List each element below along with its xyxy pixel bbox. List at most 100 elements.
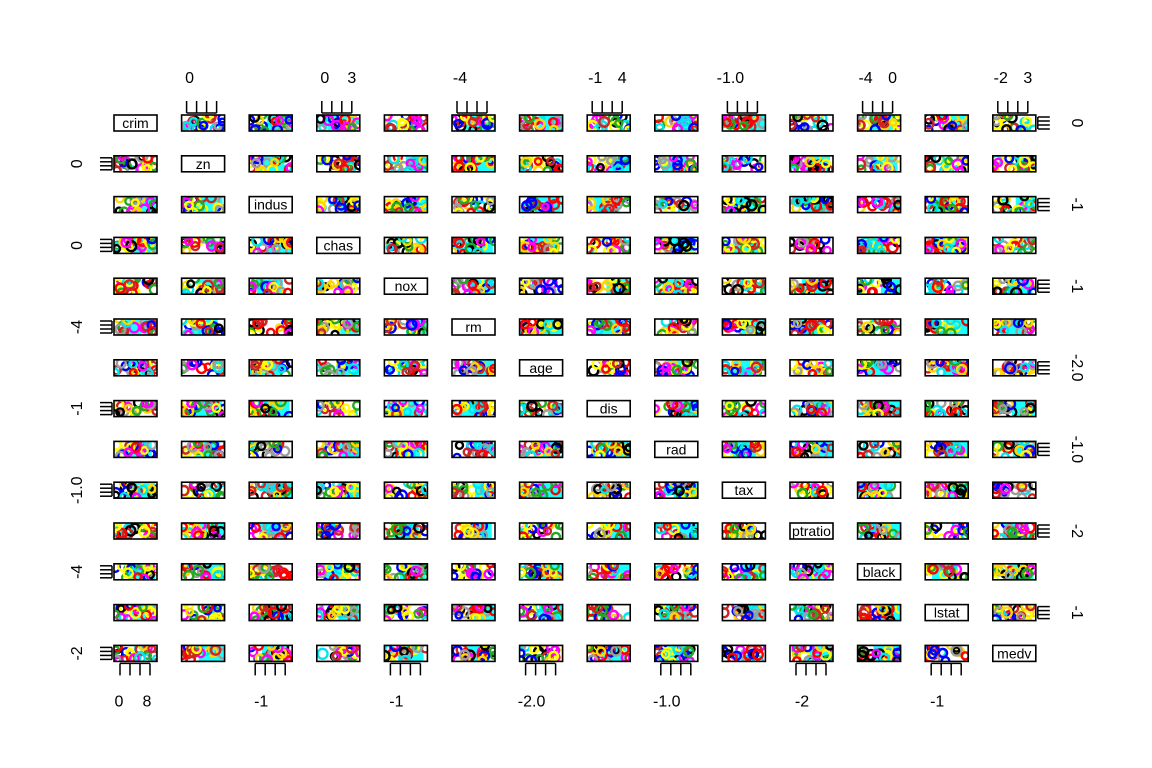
data-point — [608, 609, 620, 621]
scatter-panel — [856, 318, 902, 336]
panel-points — [925, 155, 969, 172]
data-point — [488, 646, 495, 656]
data-point — [453, 118, 464, 129]
data-point — [925, 525, 932, 535]
panel-points — [857, 645, 901, 662]
panel-frame — [653, 318, 699, 336]
scatter-panel — [653, 195, 699, 214]
panel-frame — [518, 522, 564, 540]
panel-frame — [113, 481, 158, 500]
panel-frame — [653, 195, 699, 214]
data-point — [398, 563, 411, 572]
scatter-panel — [789, 195, 834, 214]
panel-frame — [789, 603, 834, 622]
scatter-panel — [315, 481, 361, 500]
panel-frame — [383, 277, 429, 296]
panel-frame — [383, 155, 429, 173]
data-point — [519, 319, 530, 330]
data-point — [722, 117, 732, 128]
data-point — [251, 400, 264, 408]
data-point — [925, 487, 933, 499]
panel-frame — [924, 562, 970, 581]
panel-points — [654, 563, 698, 580]
data-point — [925, 196, 937, 204]
data-point — [997, 115, 1009, 122]
data-point — [933, 155, 946, 166]
panel-points — [519, 563, 563, 580]
data-point — [995, 564, 1008, 577]
data-point — [137, 242, 147, 252]
scatter-panel — [315, 277, 361, 296]
data-point — [790, 319, 800, 328]
scatter-panel — [586, 155, 632, 173]
scatter-panel — [315, 358, 361, 377]
tick-label: 0 — [320, 70, 329, 87]
data-point — [321, 155, 334, 166]
scatter-panel — [721, 277, 767, 296]
data-point — [722, 164, 731, 172]
data-point — [606, 245, 617, 254]
data-point — [410, 441, 423, 450]
data-point — [802, 611, 813, 621]
data-point — [998, 403, 1008, 414]
data-point — [489, 650, 495, 660]
data-point — [251, 237, 263, 247]
diagonal-panel: nox — [383, 277, 429, 296]
data-point — [114, 323, 127, 335]
panel-points — [249, 155, 293, 172]
data-point — [212, 327, 224, 335]
data-point — [1021, 116, 1033, 127]
panel-points — [452, 359, 495, 376]
scatter-panel — [518, 236, 564, 255]
data-point — [525, 196, 538, 209]
data-point — [412, 645, 423, 654]
data-point — [142, 155, 154, 164]
data-point — [188, 237, 201, 248]
panel-frame — [180, 236, 226, 255]
data-point — [144, 400, 154, 409]
data-point — [548, 124, 559, 131]
data-point — [201, 604, 214, 613]
data-point — [857, 119, 866, 131]
panel-frame — [518, 481, 564, 500]
data-point — [276, 604, 288, 612]
outer-axes: 0 0 3 -4 -1 4 -1.0 -4 0 -2 30 8 -1 -1 -2.0 -1.0 -2 -100-4… — [69, 70, 1085, 710]
data-point — [533, 118, 546, 130]
data-point — [134, 651, 147, 662]
data-point — [185, 607, 195, 617]
data-point — [139, 445, 149, 455]
data-point — [393, 572, 406, 580]
panel-frame — [721, 195, 767, 214]
data-point — [603, 203, 615, 213]
scatter-panel — [248, 236, 293, 255]
panel-frame — [721, 440, 767, 459]
data-point — [548, 650, 560, 662]
data-point — [1017, 563, 1027, 570]
data-point — [333, 529, 344, 539]
scatter-panel — [518, 562, 564, 581]
panel-frame — [315, 440, 361, 459]
tick-label: -1 — [254, 693, 268, 710]
data-point — [138, 604, 148, 613]
panel-points — [790, 645, 833, 662]
panel-frame — [789, 644, 834, 663]
scatter-panel — [383, 603, 429, 622]
tick-label: 0 — [185, 70, 194, 87]
data-point — [182, 570, 195, 580]
data-point — [951, 158, 964, 171]
data-point — [756, 320, 766, 332]
data-point — [1029, 205, 1036, 213]
panel-points — [249, 645, 293, 662]
data-point — [722, 443, 732, 454]
panel-frame — [586, 318, 632, 336]
scatter-panel — [653, 481, 699, 500]
scatter-panel — [383, 440, 429, 459]
scatter-panel — [586, 195, 632, 214]
data-point — [660, 573, 672, 580]
panel-frame — [383, 114, 429, 132]
panel-frame — [248, 440, 293, 459]
data-point — [593, 528, 606, 539]
data-point — [654, 115, 664, 123]
data-point — [792, 319, 803, 329]
data-point — [528, 645, 540, 655]
